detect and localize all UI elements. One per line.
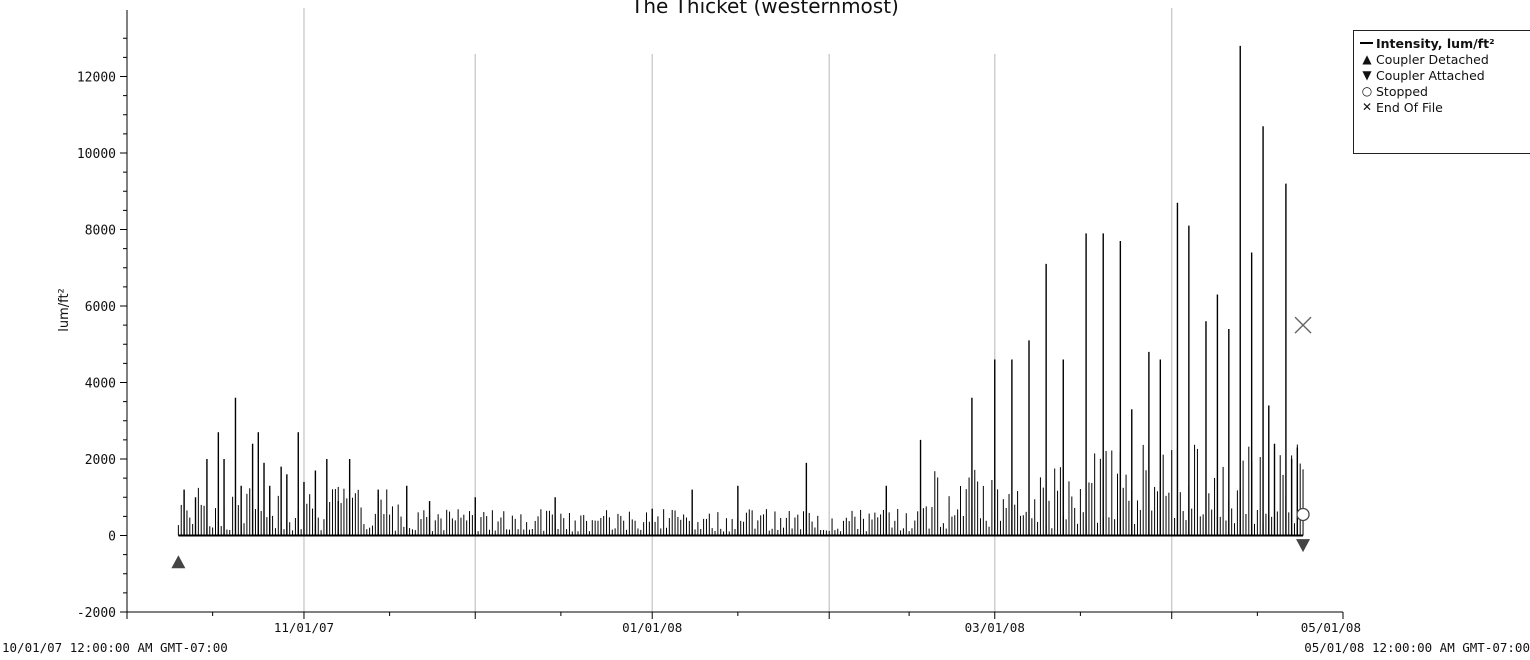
triangle-up-icon: ▲	[1362, 52, 1372, 66]
circle-icon: ○	[1361, 84, 1373, 98]
x-tick-label: 11/01/07	[274, 620, 334, 635]
legend-label: Stopped	[1376, 83, 1428, 99]
y-tick-label: 0	[108, 530, 116, 545]
legend: Intensity, lum/ft² ▲ Coupler Detached ▼ …	[1353, 30, 1530, 154]
x-tick-label: 05/01/08	[1301, 620, 1361, 635]
legend-item-end-of-file: ✕ End Of File	[1360, 99, 1528, 115]
y-axis-label: lum/ft²	[57, 288, 72, 332]
legend-label: End Of File	[1376, 99, 1443, 115]
triangle-down-icon: ▼	[1362, 68, 1372, 82]
x-tick-label: 01/01/08	[622, 620, 682, 635]
y-tick-label: 6000	[85, 300, 116, 315]
coupler-attached-marker	[1296, 539, 1311, 553]
x-tick-label: 03/01/08	[965, 620, 1025, 635]
range-end-label: 05/01/08 12:00:00 AM GMT-07:00	[1304, 640, 1530, 655]
chart-title: The Thicket (westernmost)	[631, 0, 899, 18]
y-tick-label: 4000	[85, 377, 116, 392]
y-tick-label: 10000	[77, 147, 116, 162]
y-tick-label: 2000	[85, 453, 116, 468]
legend-item-coupler-detached: ▲ Coupler Detached	[1360, 51, 1528, 67]
legend-item-stopped: ○ Stopped	[1360, 83, 1528, 99]
legend-item-intensity: Intensity, lum/ft²	[1360, 35, 1528, 51]
legend-label: Coupler Detached	[1376, 51, 1489, 67]
y-tick-label: 12000	[77, 71, 116, 86]
legend-label: Intensity, lum/ft²	[1376, 35, 1495, 51]
y-tick-label: 8000	[85, 224, 116, 239]
range-start-label: 10/01/07 12:00:00 AM GMT-07:00	[2, 640, 228, 655]
coupler-detached-marker	[171, 555, 186, 569]
x-mark-icon: ✕	[1361, 100, 1373, 114]
stopped-marker	[1296, 507, 1310, 522]
legend-label: Coupler Attached	[1376, 67, 1485, 83]
legend-item-coupler-attached: ▼ Coupler Attached	[1360, 67, 1528, 83]
line-swatch-icon	[1360, 42, 1373, 44]
y-tick-label: -2000	[77, 606, 116, 621]
end-of-file-marker	[1294, 316, 1312, 334]
